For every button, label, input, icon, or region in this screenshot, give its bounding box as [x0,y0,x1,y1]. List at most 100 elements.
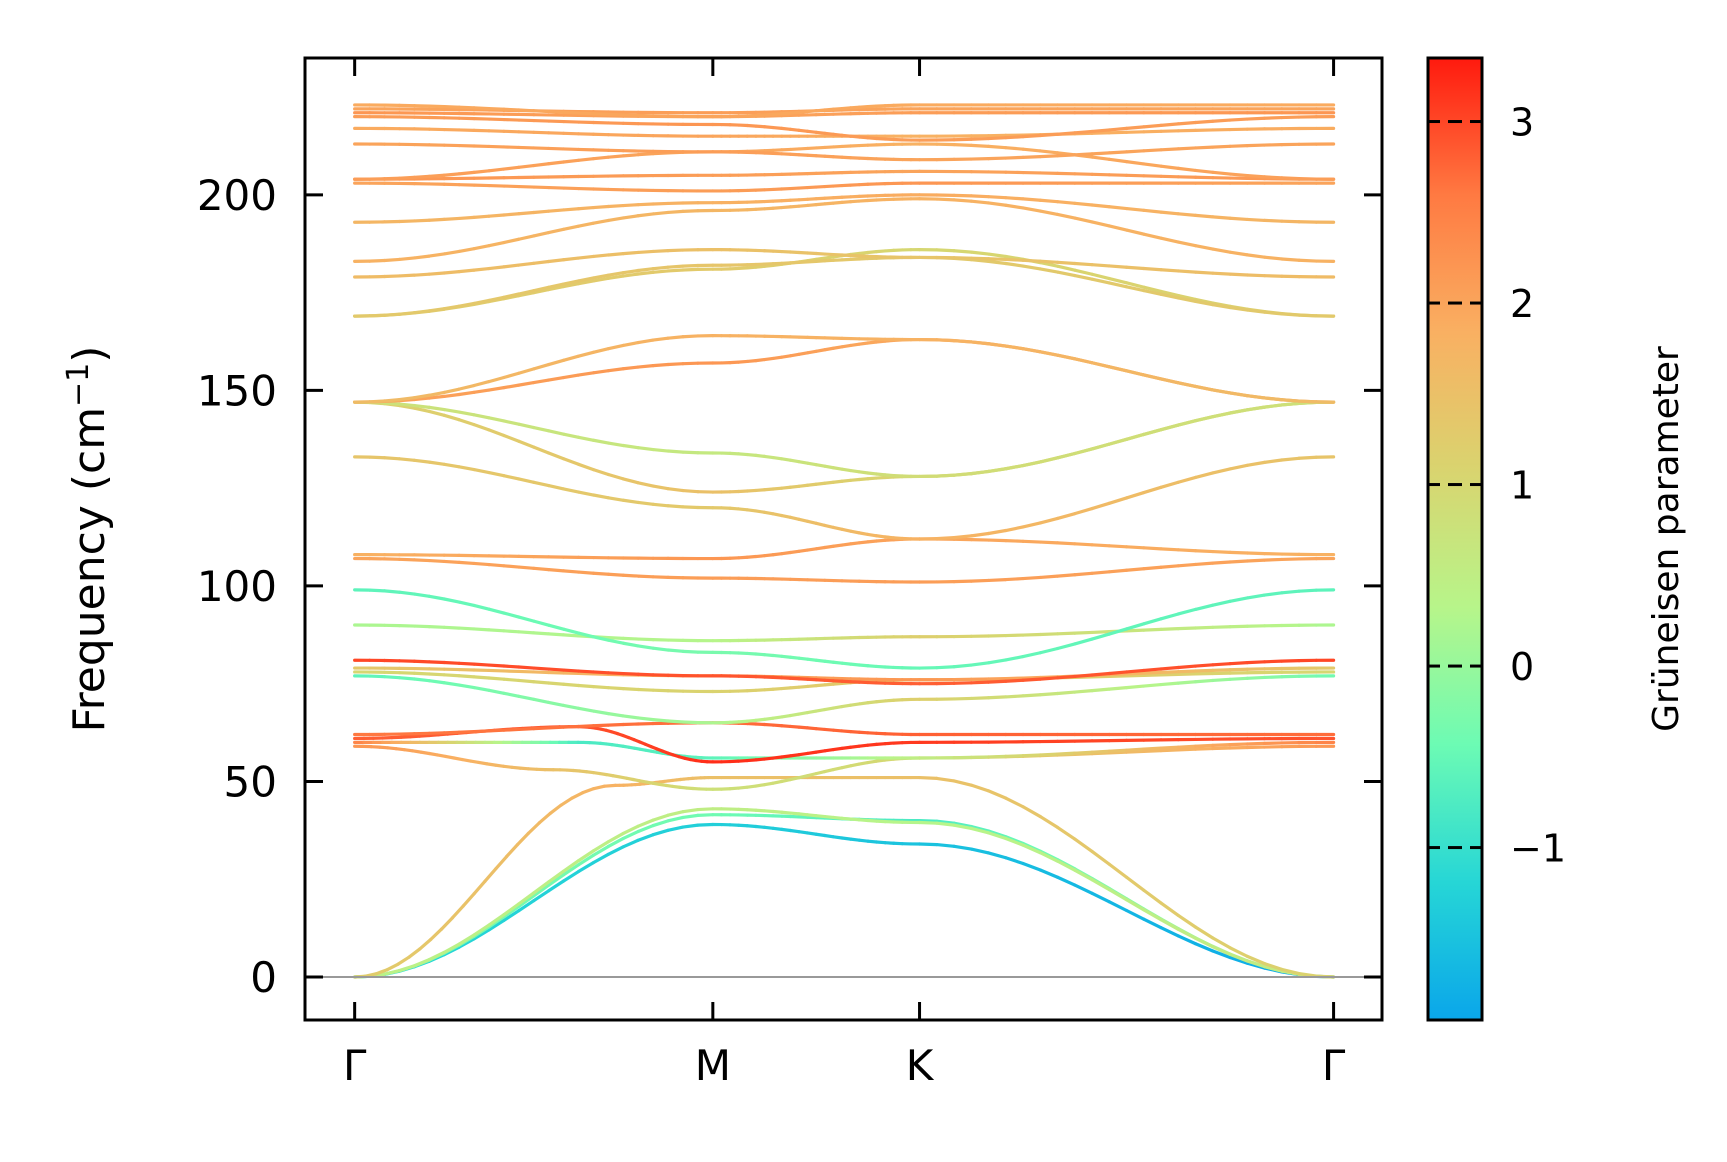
band-segment [606,722,625,727]
band-segment [591,670,610,675]
band-segment [1245,143,1267,148]
band-segment [532,362,551,371]
band-segment [427,104,446,109]
band-segment [1211,271,1232,276]
band-3 [353,807,1336,979]
band-segment [681,267,700,272]
band-segment [1262,274,1284,278]
band-segment [412,406,431,414]
band-segment [1176,669,1198,674]
band-segment [1055,631,1077,636]
band-segment [367,588,387,593]
band-segment [621,214,640,220]
band-segment [363,972,378,978]
band-segment [517,439,536,449]
band-segment [1090,749,1111,754]
band-segment [1262,659,1284,664]
band-segment [1124,369,1146,377]
colorbar-tick-label: 1 [1510,464,1534,508]
band-segment [397,403,416,410]
band-segment [1142,667,1163,673]
series-layer [353,103,1336,979]
band-segment [1193,270,1215,275]
band-segment [591,204,610,210]
band-segment [397,273,416,278]
band-segment [1245,308,1267,314]
band-segment [606,845,625,856]
band-segment [1176,293,1198,302]
band-segment [1004,463,1025,471]
band-segment [502,129,521,134]
band-segment [1280,401,1301,407]
band-segment [1228,955,1249,965]
band-segment [1176,680,1198,685]
band-segment [382,257,402,263]
band-segment [502,691,521,698]
band-segment [397,457,416,462]
band-segment [1245,460,1267,467]
band-segment [547,146,566,151]
band-segment [1159,901,1180,918]
band-segment [547,119,566,124]
band-segment [412,393,431,400]
band-segment [935,842,956,848]
band-segment [1107,627,1129,636]
band-segment [952,821,973,829]
band-segment [636,687,655,692]
band-segment [1021,675,1042,680]
band-segment [561,432,581,439]
band-segment [517,145,536,150]
band-segment [502,669,521,674]
band-segment [1055,573,1077,578]
band-segment [547,632,566,637]
band-segment [1176,381,1198,389]
band-segment [561,627,581,635]
band-segment [986,259,1008,266]
band-segment [1280,589,1301,595]
band-segment [442,392,461,398]
band-segment [986,195,1008,200]
band-segment [472,298,491,305]
band-segment [532,118,551,123]
band-segment [472,561,491,567]
band-segment [986,658,1008,665]
band-segment [457,390,476,397]
band-segment [1159,377,1180,385]
band-segment [969,696,991,701]
band-segment [986,754,1008,759]
band-segment [502,677,521,683]
band-segment [1159,564,1180,569]
band-segment [606,203,625,209]
band-segment [532,209,551,215]
band-segment [532,670,551,675]
band-segment [1211,388,1232,395]
band-segment [517,108,536,113]
band-segment [1142,917,1163,930]
band-segment [427,731,446,735]
colorbar-gradient [1426,56,1484,1022]
band-segment [502,902,521,917]
band-segment [1073,673,1094,679]
band-segment [457,937,476,949]
band-segment [986,467,1008,474]
band-segment [547,258,566,264]
band-segment [681,361,700,366]
band-segment [1280,967,1301,976]
band-segment [1038,198,1060,204]
band-segment [1142,546,1163,551]
band-segment [636,202,655,207]
band-segment [1228,676,1249,681]
band-segment [1142,746,1163,751]
band-segment [561,703,581,710]
band-segment [472,423,491,432]
band-segment [1176,120,1198,126]
band-segment [487,663,506,668]
band-segment [1297,588,1318,593]
band-segment [1055,260,1077,266]
band-segment [621,838,640,849]
band-segment [1107,748,1129,753]
band-segment [606,343,625,351]
band-segment [472,923,491,937]
band-segment [576,849,596,863]
band-segment [1090,687,1111,693]
